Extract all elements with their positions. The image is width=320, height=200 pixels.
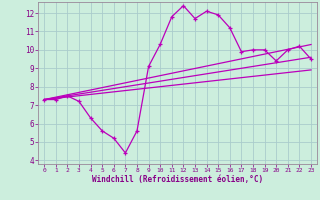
X-axis label: Windchill (Refroidissement éolien,°C): Windchill (Refroidissement éolien,°C): [92, 175, 263, 184]
